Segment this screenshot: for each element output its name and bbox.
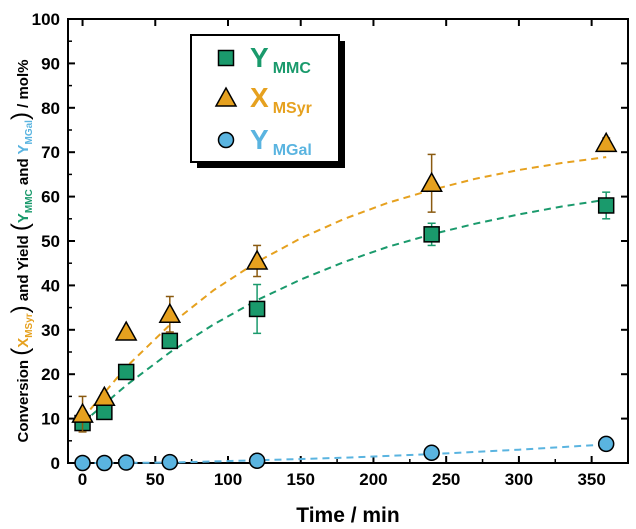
data-point	[248, 452, 266, 470]
data-point	[158, 302, 182, 324]
data-point	[423, 226, 440, 243]
series-ymgal	[74, 435, 615, 472]
x-tick-label: 150	[287, 470, 315, 489]
legend: Y MMC X MSyr Y MGal	[190, 34, 345, 168]
y-tick-label: 70	[41, 143, 60, 162]
legend-label-ymmc: Y MMC	[250, 42, 311, 77]
y-tick-label: 30	[41, 321, 60, 340]
data-point	[114, 320, 138, 341]
legend-box	[190, 34, 340, 163]
y-axis-title: Conversion (XMSyr) and Yield (YMMC and Y…	[7, 60, 35, 443]
data-point	[245, 249, 269, 270]
legend-marker-ymgal	[217, 131, 235, 149]
data-point	[96, 403, 113, 421]
data-point	[420, 171, 443, 193]
y-tick-label: 50	[41, 232, 60, 251]
y-tick-label: 90	[41, 54, 60, 73]
data-point	[161, 332, 179, 350]
x-tick-label: 0	[78, 470, 87, 489]
x-axis-title: Time / min	[296, 504, 399, 527]
data-point	[96, 454, 113, 472]
x-tick-label: 100	[214, 470, 242, 489]
data-point	[93, 385, 116, 407]
series-ymmc	[74, 191, 615, 432]
y-tick-label: 10	[41, 410, 60, 429]
data-point	[423, 444, 440, 462]
data-point	[74, 454, 91, 472]
plot-frame	[67, 18, 629, 464]
legend-marker-ymmc	[217, 49, 235, 67]
series-xmsyr	[71, 131, 618, 433]
legend-label-ymgal: Y MGal	[250, 124, 312, 159]
data-point	[248, 300, 266, 318]
data-point	[71, 402, 94, 423]
data-point	[597, 435, 615, 453]
y-tick-label: 80	[41, 99, 60, 118]
fit-line-ymgal	[82, 443, 607, 464]
y-tick-label: 20	[41, 365, 60, 384]
legend-label-xmsyr: X MSyr	[250, 82, 312, 117]
data-point	[117, 363, 135, 381]
fit-line-ymmc	[81, 198, 607, 424]
y-tick-label: 0	[51, 454, 60, 473]
x-tick-label: 250	[432, 470, 460, 489]
x-tick-label: 50	[146, 470, 165, 489]
y-tick-label: 100	[32, 10, 60, 29]
y-tick-label: 60	[41, 188, 60, 207]
x-tick-label: 350	[577, 470, 605, 489]
x-tick-label: 300	[505, 470, 533, 489]
y-tick-label: 40	[41, 276, 60, 295]
data-point	[594, 131, 618, 153]
legend-marker-xmsyr	[214, 86, 238, 107]
x-tick-label: 200	[359, 470, 387, 489]
data-point	[117, 454, 135, 471]
fit-line-xmsyr	[81, 156, 607, 420]
data-point	[597, 197, 615, 214]
data-point	[161, 453, 179, 471]
